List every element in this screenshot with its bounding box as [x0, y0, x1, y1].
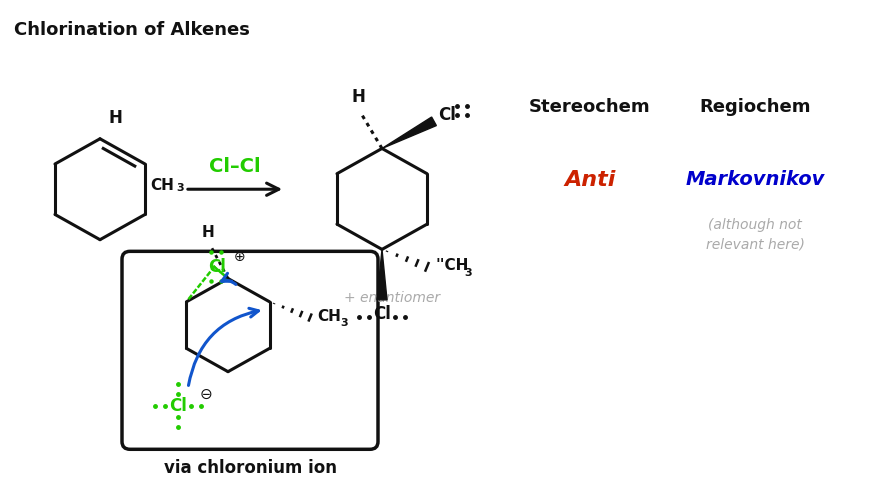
Text: ⊕: ⊕	[235, 250, 246, 264]
Text: 3: 3	[176, 184, 184, 194]
Text: + enantiomer: + enantiomer	[344, 291, 440, 305]
Text: CH: CH	[317, 309, 342, 324]
Text: 3: 3	[464, 268, 472, 278]
Text: Markovnikov: Markovnikov	[685, 170, 825, 189]
Text: 3: 3	[341, 318, 348, 328]
Text: Chlorination of Alkenes: Chlorination of Alkenes	[14, 22, 250, 39]
Text: Cl: Cl	[373, 304, 391, 323]
Text: Cl: Cl	[438, 107, 456, 124]
Text: CH: CH	[150, 178, 174, 193]
Text: Cl–Cl: Cl–Cl	[209, 157, 261, 175]
Text: (although not
relevant here): (although not relevant here)	[705, 218, 805, 252]
Text: Stereochem: Stereochem	[529, 98, 651, 116]
Polygon shape	[377, 250, 387, 300]
Text: H: H	[108, 109, 122, 127]
Text: Cl: Cl	[208, 258, 226, 276]
Text: Regiochem: Regiochem	[699, 98, 811, 116]
Text: Anti: Anti	[564, 170, 616, 189]
Text: Cl: Cl	[169, 397, 187, 414]
FancyBboxPatch shape	[122, 251, 378, 449]
Text: H: H	[351, 88, 365, 106]
Text: via chloronium ion: via chloronium ion	[164, 459, 337, 477]
Text: ⊖: ⊖	[200, 387, 213, 402]
Polygon shape	[382, 117, 436, 149]
Text: ''CH: ''CH	[435, 259, 468, 273]
Text: H: H	[201, 225, 215, 239]
